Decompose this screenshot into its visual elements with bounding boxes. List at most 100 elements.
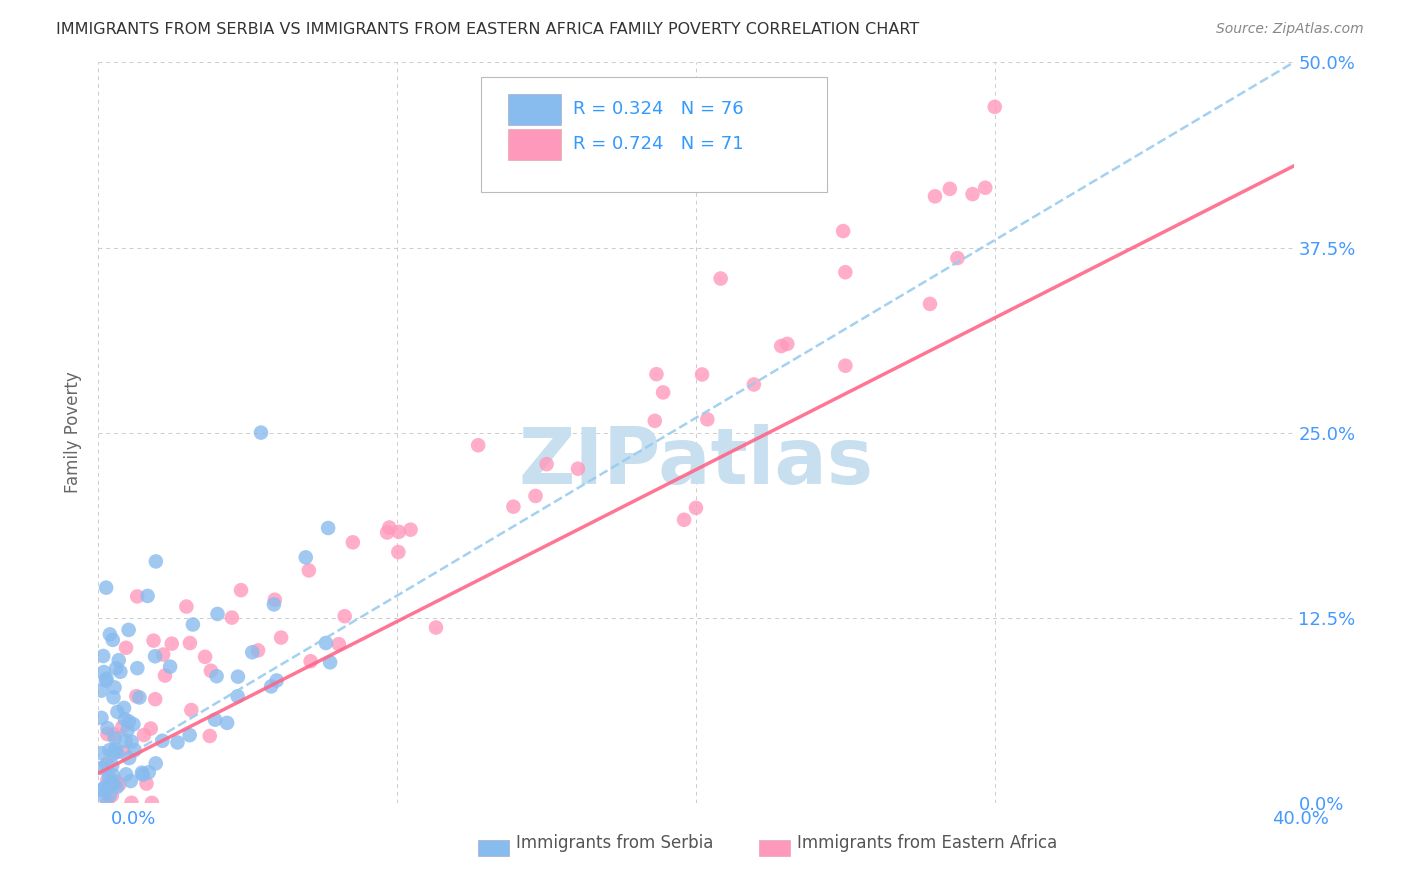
Point — [112, 701, 135, 715]
Point — [103, 727, 125, 741]
Point — [319, 656, 342, 670]
Point — [205, 669, 228, 683]
Point — [742, 377, 765, 392]
Point — [204, 713, 226, 727]
Point — [266, 673, 288, 688]
Point — [98, 789, 121, 803]
Point — [125, 689, 148, 703]
Point — [145, 756, 167, 771]
Point — [135, 776, 157, 790]
Point — [114, 712, 136, 726]
Point — [107, 653, 129, 667]
Point — [127, 590, 149, 604]
Point — [924, 189, 946, 203]
Point — [98, 779, 121, 793]
Point — [93, 780, 115, 795]
Point — [118, 714, 141, 729]
Point — [399, 523, 422, 537]
Point — [298, 563, 321, 577]
Point — [179, 636, 201, 650]
Point — [299, 654, 322, 668]
Point — [101, 789, 124, 803]
Point — [776, 337, 799, 351]
Point — [250, 425, 273, 440]
Point — [117, 623, 139, 637]
Point — [375, 525, 398, 540]
Text: Source: ZipAtlas.com: Source: ZipAtlas.com — [1216, 22, 1364, 37]
Point — [159, 659, 181, 673]
Point — [94, 581, 117, 595]
Point — [127, 661, 149, 675]
Point — [104, 731, 127, 746]
FancyBboxPatch shape — [509, 95, 561, 126]
Point — [104, 742, 127, 756]
Point — [328, 637, 350, 651]
Point — [96, 756, 118, 771]
Point — [131, 765, 153, 780]
Point — [96, 758, 118, 772]
Point — [690, 368, 713, 382]
Point — [105, 780, 128, 794]
Text: Immigrants from Eastern Africa: Immigrants from Eastern Africa — [797, 834, 1057, 852]
Point — [94, 673, 117, 688]
Point — [93, 789, 115, 804]
Text: R = 0.324   N = 76: R = 0.324 N = 76 — [572, 100, 744, 118]
Point — [834, 359, 856, 373]
Point — [96, 721, 118, 735]
Point — [117, 723, 139, 738]
Point — [962, 187, 984, 202]
Point — [96, 672, 118, 686]
Point — [104, 775, 127, 789]
FancyBboxPatch shape — [481, 78, 828, 192]
Point — [240, 645, 263, 659]
Point — [152, 733, 174, 747]
Point — [141, 796, 163, 810]
Point — [121, 796, 143, 810]
Point — [118, 751, 141, 765]
Point — [98, 743, 121, 757]
Point — [645, 367, 668, 381]
Point — [105, 661, 128, 675]
Point — [180, 703, 202, 717]
Point — [263, 598, 285, 612]
Point — [567, 461, 589, 475]
Point — [652, 385, 675, 400]
Point — [229, 583, 252, 598]
Text: IMMIGRANTS FROM SERBIA VS IMMIGRANTS FROM EASTERN AFRICA FAMILY POVERTY CORRELAT: IMMIGRANTS FROM SERBIA VS IMMIGRANTS FRO… — [56, 22, 920, 37]
Point — [217, 715, 239, 730]
Point — [685, 500, 707, 515]
Point — [270, 631, 292, 645]
Point — [115, 767, 138, 781]
Point — [387, 545, 409, 559]
Point — [115, 640, 138, 655]
Point — [93, 665, 115, 679]
Point — [226, 690, 249, 704]
Point — [96, 727, 118, 741]
Point — [176, 599, 198, 614]
Point — [524, 489, 547, 503]
Point — [142, 633, 165, 648]
Point — [96, 773, 118, 788]
Point — [105, 745, 128, 759]
Point — [101, 768, 124, 782]
Point — [145, 554, 167, 568]
Point — [107, 705, 129, 719]
Point — [90, 746, 112, 760]
Point — [96, 796, 118, 810]
Point — [90, 783, 112, 797]
Text: Immigrants from Serbia: Immigrants from Serbia — [516, 834, 713, 852]
Point — [181, 617, 204, 632]
Point — [263, 592, 285, 607]
Point — [108, 777, 131, 791]
Point — [97, 770, 120, 784]
Point — [114, 734, 136, 748]
Point — [143, 649, 166, 664]
Point — [939, 182, 962, 196]
Point — [90, 683, 112, 698]
Point — [160, 637, 183, 651]
Point — [247, 643, 270, 657]
Point — [132, 728, 155, 742]
Point — [502, 500, 524, 514]
Point — [200, 664, 222, 678]
Point — [221, 610, 243, 624]
